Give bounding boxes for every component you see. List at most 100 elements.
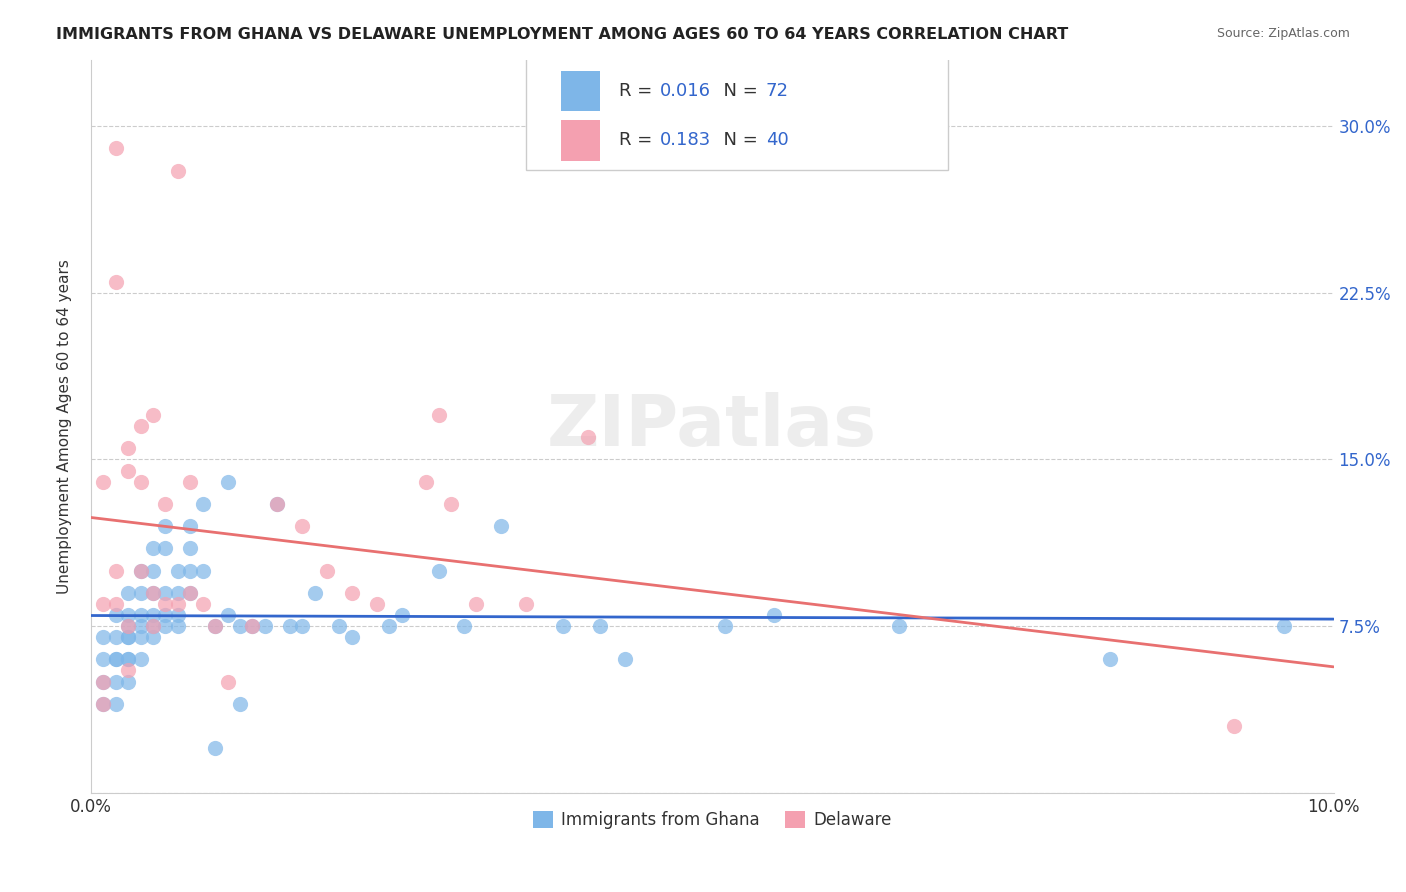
Point — [179, 541, 201, 556]
Point — [304, 585, 326, 599]
Point — [179, 475, 201, 489]
Point — [104, 674, 127, 689]
Point — [179, 564, 201, 578]
Point — [104, 630, 127, 644]
Point — [117, 630, 139, 644]
Point — [117, 674, 139, 689]
Point — [142, 585, 165, 599]
Point — [316, 564, 339, 578]
Point — [576, 430, 599, 444]
Point — [129, 564, 152, 578]
Point — [763, 607, 786, 622]
Point — [1098, 652, 1121, 666]
Point — [1223, 719, 1246, 733]
Point — [191, 497, 214, 511]
Point — [179, 519, 201, 533]
Text: 72: 72 — [766, 82, 789, 100]
Point — [93, 697, 115, 711]
Point — [155, 619, 177, 633]
Point — [266, 497, 288, 511]
Point — [167, 564, 190, 578]
Point — [142, 541, 165, 556]
FancyBboxPatch shape — [561, 120, 600, 161]
Point — [179, 585, 201, 599]
Point — [129, 475, 152, 489]
Point — [93, 674, 115, 689]
Point — [378, 619, 401, 633]
Text: 0.016: 0.016 — [659, 82, 711, 100]
Point — [167, 585, 190, 599]
Point — [142, 585, 165, 599]
Point — [515, 597, 537, 611]
Point — [391, 607, 413, 622]
Point — [167, 607, 190, 622]
Point — [104, 607, 127, 622]
Point — [713, 619, 735, 633]
Point — [179, 585, 201, 599]
Point — [253, 619, 276, 633]
Point — [117, 652, 139, 666]
Point — [93, 597, 115, 611]
Point — [155, 585, 177, 599]
Text: R =: R = — [619, 131, 658, 150]
Point — [291, 519, 314, 533]
Y-axis label: Unemployment Among Ages 60 to 64 years: Unemployment Among Ages 60 to 64 years — [58, 259, 72, 593]
Point — [117, 464, 139, 478]
Point — [104, 652, 127, 666]
Point — [117, 619, 139, 633]
Point — [291, 619, 314, 633]
Point — [340, 630, 363, 644]
Point — [93, 630, 115, 644]
Point — [117, 652, 139, 666]
Point — [129, 585, 152, 599]
Point — [93, 652, 115, 666]
Point — [167, 597, 190, 611]
Point — [104, 564, 127, 578]
Point — [242, 619, 264, 633]
Point — [155, 541, 177, 556]
Point — [142, 607, 165, 622]
Point — [104, 275, 127, 289]
Point — [155, 497, 177, 511]
Point — [453, 619, 475, 633]
FancyBboxPatch shape — [561, 70, 600, 112]
Point — [93, 697, 115, 711]
Point — [117, 664, 139, 678]
Point — [229, 697, 252, 711]
Point — [117, 619, 139, 633]
Point — [614, 652, 637, 666]
Point — [93, 475, 115, 489]
Point — [129, 607, 152, 622]
Point — [440, 497, 463, 511]
Point — [142, 619, 165, 633]
Point — [142, 408, 165, 422]
Legend: Immigrants from Ghana, Delaware: Immigrants from Ghana, Delaware — [526, 804, 898, 836]
Point — [427, 564, 450, 578]
Point — [155, 597, 177, 611]
Point — [589, 619, 612, 633]
Point — [117, 585, 139, 599]
Text: 0.183: 0.183 — [659, 131, 711, 150]
Text: R =: R = — [619, 82, 658, 100]
Point — [415, 475, 437, 489]
Text: 40: 40 — [766, 131, 789, 150]
Point — [328, 619, 350, 633]
Point — [340, 585, 363, 599]
Point — [229, 619, 252, 633]
Point — [217, 674, 239, 689]
FancyBboxPatch shape — [526, 56, 948, 169]
Point — [204, 619, 226, 633]
Point — [129, 619, 152, 633]
Point — [191, 597, 214, 611]
Point — [104, 697, 127, 711]
Point — [117, 442, 139, 456]
Point — [104, 141, 127, 155]
Point — [553, 619, 575, 633]
Point — [278, 619, 301, 633]
Point — [142, 630, 165, 644]
Point — [217, 475, 239, 489]
Point — [266, 497, 288, 511]
Point — [167, 619, 190, 633]
Point — [142, 619, 165, 633]
Text: ZIPatlas: ZIPatlas — [547, 392, 877, 460]
